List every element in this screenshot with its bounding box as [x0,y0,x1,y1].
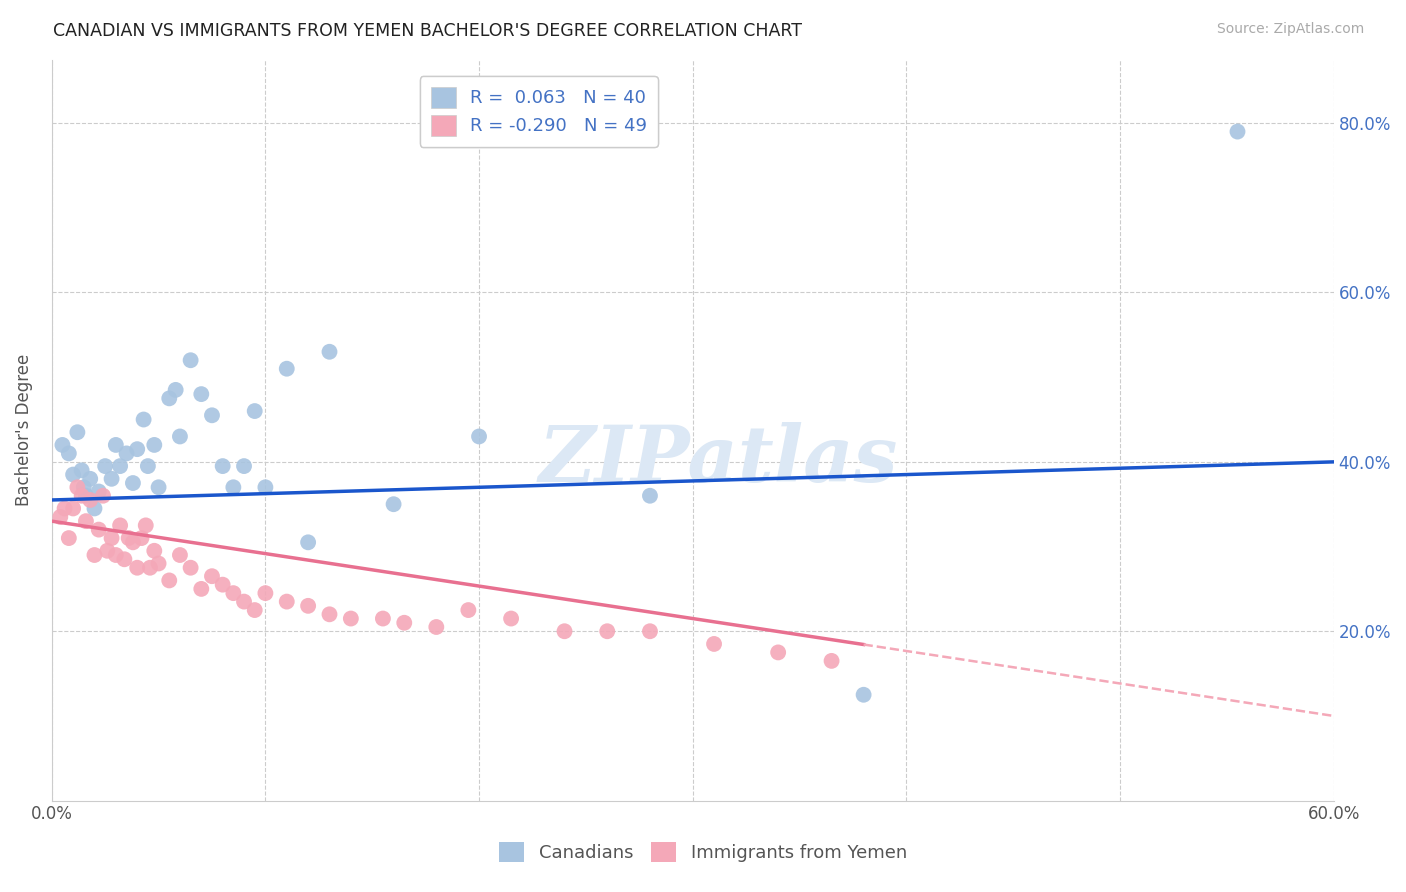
Point [180,560,202,574]
Point [112,552,135,566]
Point [501,611,523,625]
Point [115,446,138,460]
Point [254,480,277,494]
Point [87,484,110,499]
Point [118,531,141,545]
Point [75,514,97,528]
Text: CANADIAN VS IMMIGRANTS FROM YEMEN BACHELOR'S DEGREE CORRELATION CHART: CANADIAN VS IMMIGRANTS FROM YEMEN BACHEL… [53,22,803,40]
Point [87,523,110,537]
Text: ZIPatlas: ZIPatlas [538,422,898,498]
Point [276,594,298,608]
Point [157,392,180,406]
Point [148,557,170,571]
Point [169,548,191,562]
Point [70,463,93,477]
Point [53,501,76,516]
Point [553,624,575,639]
Point [83,548,105,562]
Point [79,493,101,508]
Point [100,531,122,545]
Point [233,459,256,474]
Point [96,543,118,558]
Point [201,569,224,583]
Point [62,501,84,516]
Point [143,438,166,452]
Point [340,611,363,625]
Point [131,531,153,545]
Point [49,510,72,524]
Point [318,607,340,622]
Text: Source: ZipAtlas.com: Source: ZipAtlas.com [1216,22,1364,37]
Point [108,518,131,533]
Point [318,344,340,359]
Point [382,497,405,511]
Point [108,459,131,474]
Point [766,645,789,659]
Point [703,637,725,651]
Point [79,472,101,486]
Point [457,603,479,617]
Point [169,429,191,443]
Point [638,489,661,503]
Point [143,543,166,558]
Point [276,361,298,376]
Point [211,459,233,474]
Point [58,531,80,545]
Point [190,582,212,596]
Point [135,518,157,533]
Point [51,438,73,452]
Point [425,620,447,634]
Point [70,489,93,503]
Legend: Canadians, Immigrants from Yemen: Canadians, Immigrants from Yemen [492,834,914,870]
Point [1226,125,1249,139]
Point [211,577,233,591]
Point [201,409,224,423]
Point [394,615,416,630]
Point [165,383,187,397]
Point [104,548,127,562]
Point [100,472,122,486]
Point [820,654,842,668]
Point [83,501,105,516]
Point [66,480,89,494]
Point [468,429,491,443]
Point [180,353,202,368]
Y-axis label: Bachelor's Degree: Bachelor's Degree [15,354,32,507]
Point [122,535,145,549]
Point [233,594,256,608]
Point [243,404,266,418]
Point [222,480,245,494]
Point [58,446,80,460]
Point [132,412,155,426]
Point [136,459,159,474]
Point [66,425,89,440]
Point [127,560,149,574]
Point [91,489,114,503]
Point [222,586,245,600]
Point [254,586,277,600]
Point [157,574,180,588]
Point [94,459,117,474]
Point [297,599,319,613]
Point [73,480,96,494]
Point [243,603,266,617]
Point [139,560,162,574]
Point [75,489,97,503]
Point [371,611,394,625]
Point [852,688,875,702]
Point [104,438,127,452]
Point [190,387,212,401]
Point [297,535,319,549]
Point [148,480,170,494]
Point [127,442,149,457]
Point [596,624,619,639]
Point [638,624,661,639]
Legend: R =  0.063   N = 40, R = -0.290   N = 49: R = 0.063 N = 40, R = -0.290 N = 49 [419,76,658,146]
Point [62,467,84,482]
Point [122,476,145,491]
